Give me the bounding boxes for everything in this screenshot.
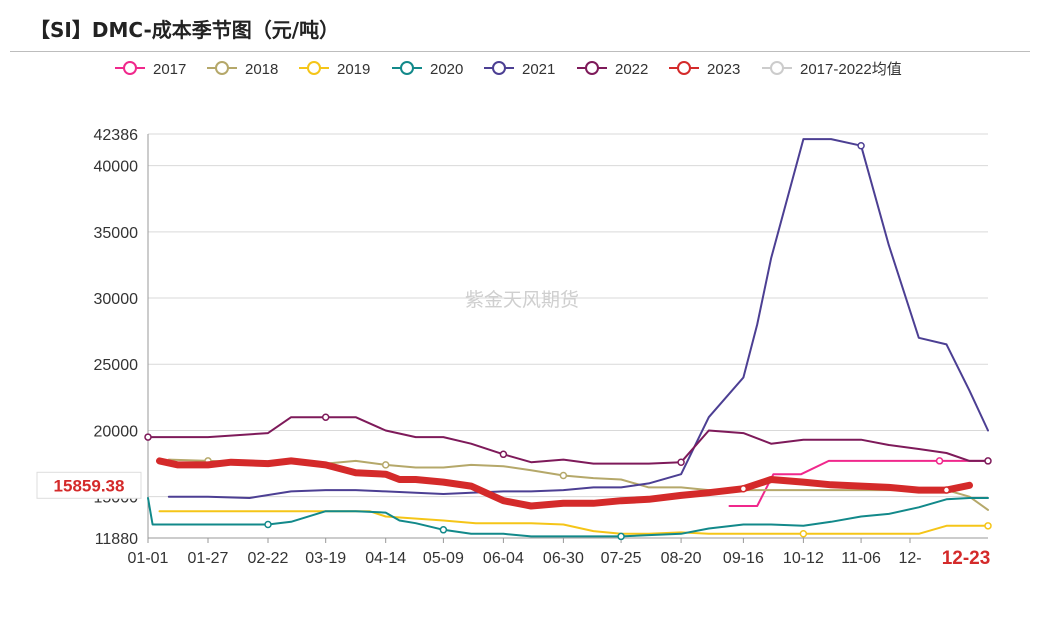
x-tick-label: 11-06 xyxy=(841,550,881,567)
series-marker-2020 xyxy=(439,526,448,534)
legend-marker-2017 xyxy=(123,61,137,75)
legend-label-2020: 2020 xyxy=(430,61,463,78)
series-marker-2020 xyxy=(617,532,625,541)
legend-label-2018: 2018 xyxy=(245,61,278,78)
y-tick-label: 40000 xyxy=(94,159,139,176)
x-tick-label: 07-25 xyxy=(601,550,642,567)
x-tick-label: 01-01 xyxy=(128,550,169,567)
chart-title: 【SI】DMC-成本季节图（元/吨） xyxy=(30,18,340,42)
x-tick-label: 04-14 xyxy=(365,550,406,567)
legend-marker-2022 xyxy=(585,61,599,75)
legend: 2017 2018 2019 2020 2021 2022 2023 2017-2022均值 xyxy=(115,61,902,78)
series-line-2022 xyxy=(147,416,989,465)
watermark: 紫金天风期货 xyxy=(465,289,579,311)
legend-label-2021: 2021 xyxy=(522,61,555,78)
legend-label-2017-2022均值: 2017-2022均值 xyxy=(800,61,902,78)
x-tick-label: 02-22 xyxy=(248,550,289,567)
x-value-callout-label: 12-23 xyxy=(942,548,991,569)
series-marker-2020 xyxy=(264,520,272,529)
legend-marker-2019 xyxy=(307,61,321,75)
x-tick-label: 10-12 xyxy=(783,550,824,567)
legend-label-2023: 2023 xyxy=(707,61,740,78)
series-marker-2023 xyxy=(942,486,951,494)
x-tick-label: 01-27 xyxy=(188,550,229,567)
callouts: 15859.38 12-23 xyxy=(36,471,991,569)
series-marker-2021 xyxy=(857,141,865,150)
y-tick-label: 30000 xyxy=(94,291,139,308)
x-tick-label: 12- xyxy=(898,550,921,567)
series-lines xyxy=(144,138,992,541)
series-marker-2019 xyxy=(799,530,808,538)
legend-label-2019: 2019 xyxy=(337,61,370,78)
series-marker-2017 xyxy=(935,457,944,465)
series-line-2021 xyxy=(167,138,989,499)
title-divider xyxy=(10,51,1030,52)
x-tick-label: 05-09 xyxy=(423,550,464,567)
x-tick-label: 06-04 xyxy=(483,550,524,567)
series-line-2017 xyxy=(728,459,989,507)
legend-label-2017: 2017 xyxy=(153,61,186,78)
series-marker-2018 xyxy=(559,471,568,480)
series-marker-2018 xyxy=(381,461,390,469)
legend-marker-2023 xyxy=(677,61,691,75)
x-tick-label: 03-19 xyxy=(305,550,346,567)
axes: 1188015000200002500030000350004000042386… xyxy=(94,127,988,567)
y-tick-label: 25000 xyxy=(94,357,139,374)
y-tick-label: 42386 xyxy=(94,127,139,144)
legend-marker-2018 xyxy=(215,61,229,75)
x-tick-label: 09-16 xyxy=(723,550,764,567)
y-tick-label: 20000 xyxy=(94,423,139,440)
series-marker-2019 xyxy=(984,522,992,530)
series-marker-2023 xyxy=(739,484,748,493)
y-tick-label: 35000 xyxy=(94,225,139,242)
legend-label-2022: 2022 xyxy=(615,61,648,78)
x-tick-label: 08-20 xyxy=(661,550,702,567)
series-marker-2022 xyxy=(321,413,330,421)
series-marker-2022 xyxy=(144,433,152,441)
series-marker-2022 xyxy=(499,450,508,459)
y-tick-label: 11880 xyxy=(95,531,138,548)
series-line-2020 xyxy=(147,497,989,538)
legend-marker-2021 xyxy=(492,61,506,75)
legend-marker-2017-2022均值 xyxy=(770,61,784,75)
grid-lines xyxy=(148,133,988,539)
y-value-callout-label: 15859.38 xyxy=(54,476,125,495)
legend-marker-2020 xyxy=(400,61,414,75)
series-line-2023 xyxy=(156,457,973,510)
x-tick-label: 06-30 xyxy=(543,550,584,567)
series-marker-2022 xyxy=(984,457,992,465)
y-value-callout-box xyxy=(36,471,142,499)
series-marker-2022 xyxy=(677,458,685,466)
